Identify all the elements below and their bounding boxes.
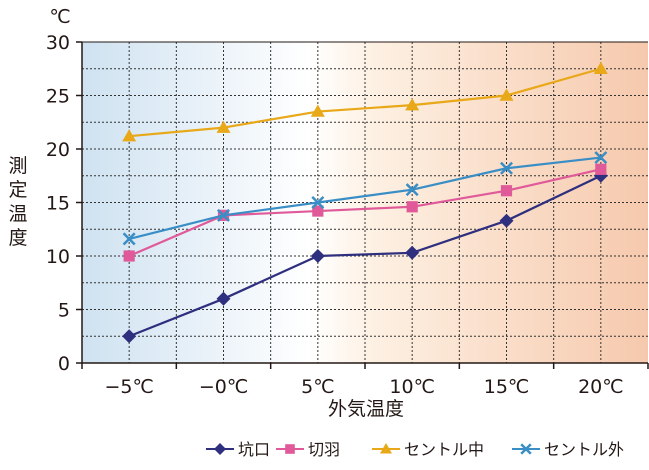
data-point — [405, 98, 420, 111]
y-tick-label: 0 — [58, 353, 70, 375]
data-point — [310, 104, 325, 117]
data-point — [122, 232, 136, 246]
series-diamond — [122, 168, 608, 344]
x-tick-label: 10℃ — [389, 376, 435, 398]
cross-stroke — [122, 232, 136, 246]
legend-marker — [214, 443, 226, 455]
series-line — [128, 174, 602, 338]
y-tick-label: 15 — [46, 193, 70, 215]
data-point — [405, 183, 419, 197]
y-tick-label: 10 — [46, 246, 70, 268]
data-point — [311, 196, 325, 209]
y-axis-title-char: 測 — [8, 155, 27, 177]
legend-item: セントル外 — [512, 440, 624, 459]
x-axis-title: 外気温度 — [328, 398, 404, 420]
cross-stroke — [217, 208, 230, 222]
cross-stroke — [500, 161, 513, 175]
data-point — [594, 151, 608, 165]
legend-marker — [285, 444, 295, 454]
legend-label: セントル中 — [404, 440, 484, 459]
data-point — [217, 208, 230, 222]
legend-label: 切羽 — [308, 440, 340, 459]
x-tick-label: −0℃ — [199, 376, 248, 398]
data-point — [123, 250, 135, 262]
legend-marker — [520, 443, 532, 455]
y-axis-title-char: 温 — [8, 203, 27, 225]
cross-stroke — [594, 151, 608, 165]
x-tick-label: 5℃ — [301, 376, 334, 398]
axes — [76, 41, 649, 369]
legend-item: セントル中 — [372, 440, 484, 459]
series-group — [122, 61, 608, 344]
data-point — [122, 129, 137, 142]
legend-label: 坑口 — [238, 440, 270, 459]
data-point — [405, 245, 420, 260]
legend-item: 切羽 — [276, 440, 340, 459]
series-triangle — [122, 61, 608, 142]
series-line — [128, 168, 602, 258]
data-point — [595, 163, 607, 175]
y-axis-title-char: 定 — [8, 179, 27, 201]
y-tick-label: 30 — [46, 32, 70, 54]
x-tick-label: 20℃ — [578, 376, 624, 398]
cross-stroke — [311, 196, 325, 209]
data-point — [216, 120, 231, 133]
y-axis-title-char: 度 — [8, 227, 27, 249]
series-line — [128, 156, 601, 240]
y-tick-label: 25 — [46, 86, 70, 108]
data-point — [406, 201, 418, 213]
data-point — [500, 161, 513, 175]
legend-label: セントル外 — [544, 440, 624, 459]
data-point — [310, 249, 325, 263]
legend-item: 坑口 — [206, 440, 270, 459]
y-tick-label: 5 — [58, 300, 70, 322]
cross-stroke — [520, 443, 532, 455]
x-tick-label: 15℃ — [484, 376, 530, 398]
y-tick-label: 20 — [46, 139, 70, 161]
data-point — [499, 88, 514, 101]
data-point — [593, 61, 608, 74]
y-tick-labels: 0 5 10 15 20 25 30 — [46, 32, 70, 375]
x-tick-label: −5℃ — [104, 376, 153, 398]
data-point — [216, 291, 231, 306]
legend-marker — [380, 443, 392, 454]
y-unit-label: ℃ — [49, 6, 70, 28]
series-cross — [122, 151, 608, 246]
series-line — [129, 67, 602, 138]
legend: 坑口 切羽 セントル中 セントル外 — [206, 440, 624, 459]
x-tick-labels: −5℃ −0℃ 5℃ 10℃ 15℃ 20℃ — [104, 376, 623, 398]
cross-stroke — [405, 183, 419, 197]
data-point — [499, 213, 514, 228]
data-point — [500, 185, 513, 197]
data-point — [312, 205, 324, 217]
data-point — [122, 329, 137, 344]
